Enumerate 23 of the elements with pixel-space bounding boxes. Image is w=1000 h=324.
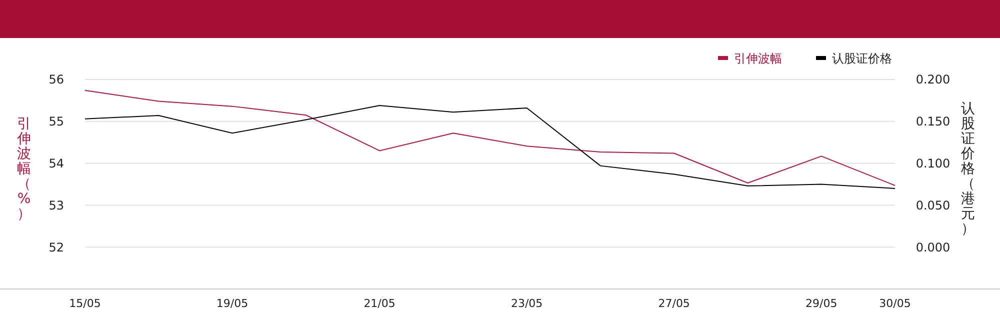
y2-tick-label: 0.050 [916, 198, 950, 212]
x-tick-label: 27/05 [658, 297, 690, 310]
y-tick-label: 55 [48, 114, 64, 129]
y-tick-label: 53 [48, 198, 64, 212]
x-tick-label: 29/05 [806, 297, 838, 310]
y2-tick-label: 0.000 [916, 240, 950, 254]
x-tick-label: 21/05 [364, 297, 396, 310]
line-series [84, 104, 896, 189]
legend-label: 引伸波幅 [734, 52, 782, 66]
y-axis-title: 引伸波幅（%） [16, 116, 31, 222]
line-series [84, 90, 896, 186]
y2-tick-label: 0.200 [916, 72, 950, 87]
text: 认股证价格（港元） [961, 100, 975, 237]
y-tick-label: 52 [48, 240, 64, 254]
y2-tick-label: 0.100 [916, 156, 950, 170]
y-tick-label: 56 [48, 72, 64, 87]
y-tick-label: 54 [48, 156, 64, 170]
legend-label: 认股证价格 [832, 52, 892, 66]
x-tick-label: 30/05 [879, 297, 911, 310]
y2-tick-label: 0.150 [916, 114, 950, 129]
x-tick-label: 15/05 [69, 297, 101, 310]
x-tick-label: 19/05 [216, 297, 248, 310]
x-tick-label: 23/05 [510, 297, 543, 310]
